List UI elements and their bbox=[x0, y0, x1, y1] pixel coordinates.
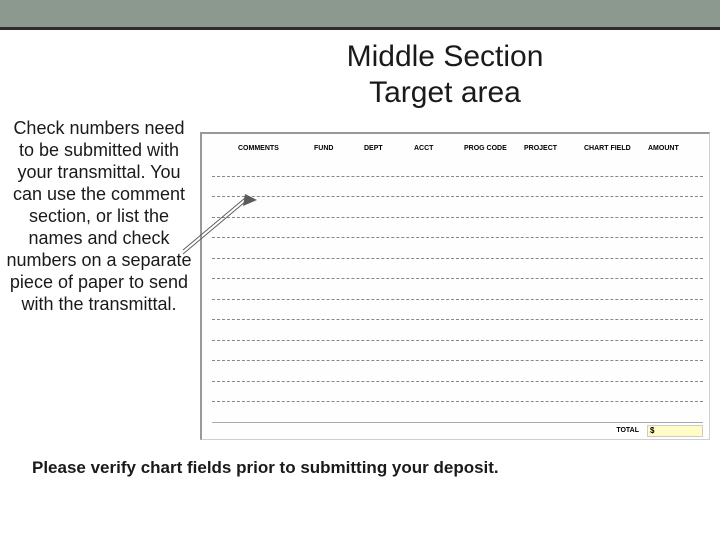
table-row bbox=[212, 218, 703, 239]
table-row bbox=[212, 238, 703, 259]
form-table: COMMENTS FUND DEPT ACCT PROG CODE PROJEC… bbox=[200, 132, 710, 440]
header-chart-field: CHART FIELD bbox=[584, 145, 648, 152]
total-row: TOTAL $ bbox=[202, 423, 709, 439]
table-row bbox=[212, 156, 703, 177]
table-row bbox=[212, 402, 703, 423]
table-row bbox=[212, 341, 703, 362]
table-row bbox=[212, 177, 703, 198]
header-comments: COMMENTS bbox=[202, 145, 314, 152]
header-amount: AMOUNT bbox=[648, 145, 698, 152]
rows-container bbox=[202, 156, 709, 423]
table-row bbox=[212, 259, 703, 280]
form-headers: COMMENTS FUND DEPT ACCT PROG CODE PROJEC… bbox=[202, 134, 709, 156]
page-title-line1: Middle Section bbox=[0, 40, 720, 74]
bottom-note: Please verify chart fields prior to subm… bbox=[0, 440, 720, 478]
content-row: Check numbers need to be submitted with … bbox=[0, 116, 720, 440]
page-title-line2: Target area bbox=[0, 76, 720, 110]
header-prog-code: PROG CODE bbox=[464, 145, 524, 152]
header-bar bbox=[0, 0, 720, 30]
header-project: PROJECT bbox=[524, 145, 584, 152]
total-label: TOTAL bbox=[616, 427, 647, 434]
table-row bbox=[212, 320, 703, 341]
table-row bbox=[212, 279, 703, 300]
header-fund: FUND bbox=[314, 145, 364, 152]
table-row bbox=[212, 361, 703, 382]
header-acct: ACCT bbox=[414, 145, 464, 152]
total-value: $ bbox=[647, 425, 703, 437]
instruction-text: Check numbers need to be submitted with … bbox=[6, 116, 192, 440]
table-row bbox=[212, 197, 703, 218]
table-row bbox=[212, 300, 703, 321]
table-row bbox=[212, 382, 703, 403]
header-dept: DEPT bbox=[364, 145, 414, 152]
